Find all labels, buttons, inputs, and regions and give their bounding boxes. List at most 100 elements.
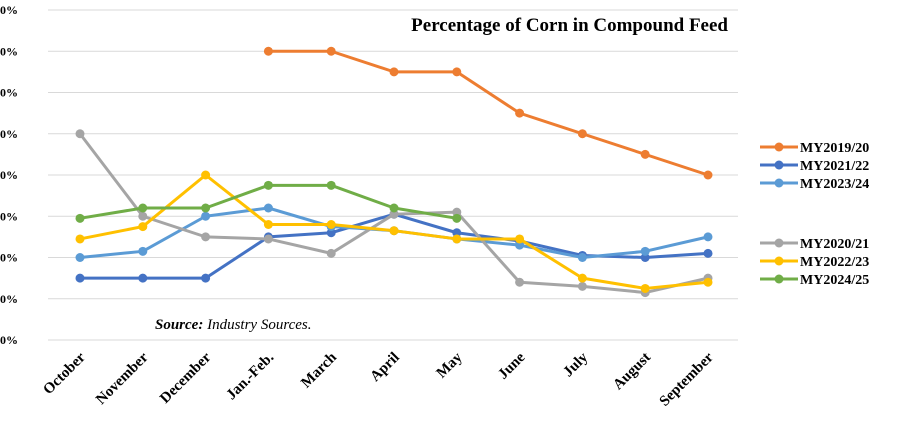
x-tick-label: May [434, 349, 466, 381]
source-text: Industry Sources. [203, 317, 311, 333]
data-point [75, 129, 85, 139]
data-point [138, 246, 148, 256]
data-point [640, 149, 650, 159]
x-tick-label: April [367, 350, 402, 385]
data-point [326, 248, 336, 258]
data-point [640, 283, 650, 293]
x-tick-label: August [610, 350, 654, 394]
series-line [78, 212, 710, 280]
y-tick-label: 0% [0, 251, 18, 265]
data-point [138, 273, 148, 283]
series-my2023-24 [75, 203, 713, 262]
data-point [389, 209, 399, 219]
x-axis-categories: October November December Jan.-Feb. March Apr… [40, 349, 717, 410]
x-tick-label: July [560, 349, 591, 380]
data-point [389, 203, 399, 213]
source-note: Source: Industry Sources. [155, 317, 312, 333]
legend-swatch-marker [774, 256, 784, 266]
data-point [263, 220, 273, 229]
legend: MY2019/20 MY2021/22 MY2023/24 MY2020/21 MY20… [760, 141, 869, 288]
y-tick-label: 0% [0, 3, 18, 17]
data-point [577, 129, 587, 139]
data-point [201, 170, 211, 180]
data-point [326, 220, 336, 229]
legend-swatch-marker [774, 160, 784, 170]
x-tick-label: March [298, 349, 340, 391]
data-point [263, 234, 273, 244]
data-point [452, 228, 462, 238]
source-label: Source: [155, 317, 203, 333]
legend-label: MY2023/24 [800, 177, 869, 192]
data-point [201, 211, 211, 221]
series-lines [75, 46, 713, 298]
data-point [138, 211, 148, 221]
data-point [703, 277, 713, 287]
series-my2022-23 [75, 170, 713, 293]
legend-label: MY2022/23 [800, 255, 869, 270]
legend-item: MY2022/23 [760, 255, 869, 270]
series-my2021-22 [75, 209, 713, 283]
y-tick-label: 0% [0, 168, 18, 182]
x-tick-label: June [495, 349, 528, 382]
legend-item: MY2023/24 [760, 177, 869, 192]
chart-title: Percentage of Corn in Compound Feed [411, 15, 728, 36]
data-point [640, 253, 650, 262]
data-point [452, 213, 462, 223]
y-tick-label: 0% [0, 86, 18, 100]
data-point [263, 203, 273, 213]
series-my2020-21 [75, 129, 713, 298]
y-tick-label: 0% [0, 292, 18, 306]
data-point [263, 180, 273, 190]
data-point [138, 222, 148, 232]
x-tick-label: September [657, 349, 717, 409]
y-tick-label: 0% [0, 209, 18, 223]
legend-label: MY2021/22 [800, 159, 869, 174]
data-point [263, 46, 273, 56]
data-point [515, 234, 525, 244]
data-point [452, 207, 462, 217]
y-tick-label: 0% [0, 127, 18, 141]
legend-label: MY2019/20 [800, 141, 869, 156]
legend-swatch-marker [774, 238, 784, 248]
data-point [389, 226, 399, 236]
series-my2024-25 [75, 180, 462, 223]
y-axis-ticks: 0% 0% 0% 0% 0% 0% 0% 0% 0% [0, 3, 18, 347]
legend-label: MY2020/21 [800, 237, 869, 252]
data-point [577, 281, 587, 291]
data-point [201, 203, 211, 213]
y-tick-label: 0% [0, 333, 18, 347]
data-point [515, 240, 525, 250]
series-line [266, 49, 710, 177]
data-point [515, 277, 525, 287]
data-point [452, 234, 462, 244]
legend-item: MY2021/22 [760, 159, 869, 174]
data-point [75, 213, 85, 223]
data-point [75, 253, 85, 262]
data-point [640, 246, 650, 256]
data-point [75, 273, 85, 283]
legend-item: MY2024/25 [760, 273, 869, 288]
data-point [138, 203, 148, 213]
data-point [326, 228, 336, 238]
data-point [703, 170, 713, 180]
x-tick-label: Jan.-Feb. [223, 349, 277, 403]
data-point [201, 232, 211, 242]
data-point [201, 273, 211, 283]
series-my2019-20 [263, 46, 713, 180]
data-point [75, 234, 85, 244]
legend-item: MY2019/20 [760, 141, 869, 156]
legend-swatch-marker [774, 178, 784, 188]
data-point [326, 180, 336, 190]
legend-swatch-marker [774, 142, 784, 152]
data-point [515, 108, 525, 118]
data-point [577, 253, 587, 262]
x-tick-label: October [40, 349, 89, 398]
legend-item: MY2020/21 [760, 237, 869, 252]
legend-swatch-marker [774, 274, 784, 284]
x-tick-label: November [93, 349, 152, 408]
data-point [326, 46, 336, 56]
legend-label: MY2024/25 [800, 273, 869, 288]
gridlines [48, 9, 738, 341]
y-tick-label: 0% [0, 44, 18, 58]
